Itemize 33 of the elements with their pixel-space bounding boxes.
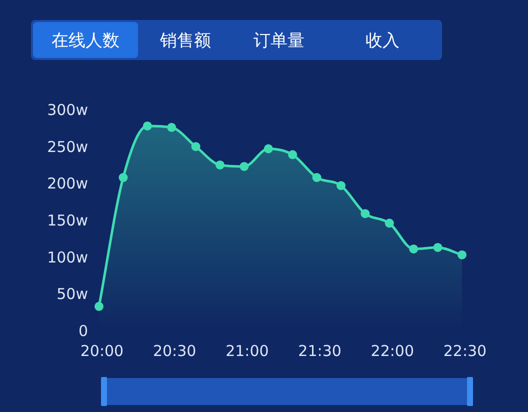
point	[264, 144, 273, 154]
x-tick-label: 21:00	[226, 342, 269, 360]
x-tick-label: 22:00	[370, 342, 414, 360]
y-tick-label: 150w	[47, 212, 88, 230]
y-tick-label: 300w	[47, 101, 88, 119]
x-tick-label: 22:30	[443, 342, 487, 360]
y-tick-label: 200w	[47, 174, 88, 193]
point	[191, 142, 200, 152]
y-tick-label: 50w	[56, 285, 88, 304]
point	[215, 160, 224, 170]
point	[142, 121, 152, 130]
point	[384, 218, 394, 228]
point	[240, 162, 249, 171]
y-tick-label: 250w	[47, 138, 88, 156]
point	[409, 244, 418, 254]
point	[94, 302, 104, 311]
x-tick-label: 20:00	[80, 342, 124, 360]
text: 销售额	[159, 31, 211, 51]
point	[336, 181, 346, 190]
point	[312, 173, 322, 182]
x-tick-label: 20:30	[152, 342, 196, 360]
point	[433, 242, 442, 252]
point	[288, 150, 298, 160]
x-tick-label: 21:30	[298, 342, 342, 360]
point	[118, 173, 128, 182]
point	[458, 250, 466, 260]
text: 订单量	[254, 31, 304, 51]
point	[360, 209, 370, 218]
chart-title: 在线人数	[52, 31, 120, 51]
y-tick-label: 100w	[47, 248, 88, 266]
point	[167, 122, 176, 132]
y-tick-label: 0	[78, 322, 88, 340]
text: 收入	[366, 31, 400, 51]
